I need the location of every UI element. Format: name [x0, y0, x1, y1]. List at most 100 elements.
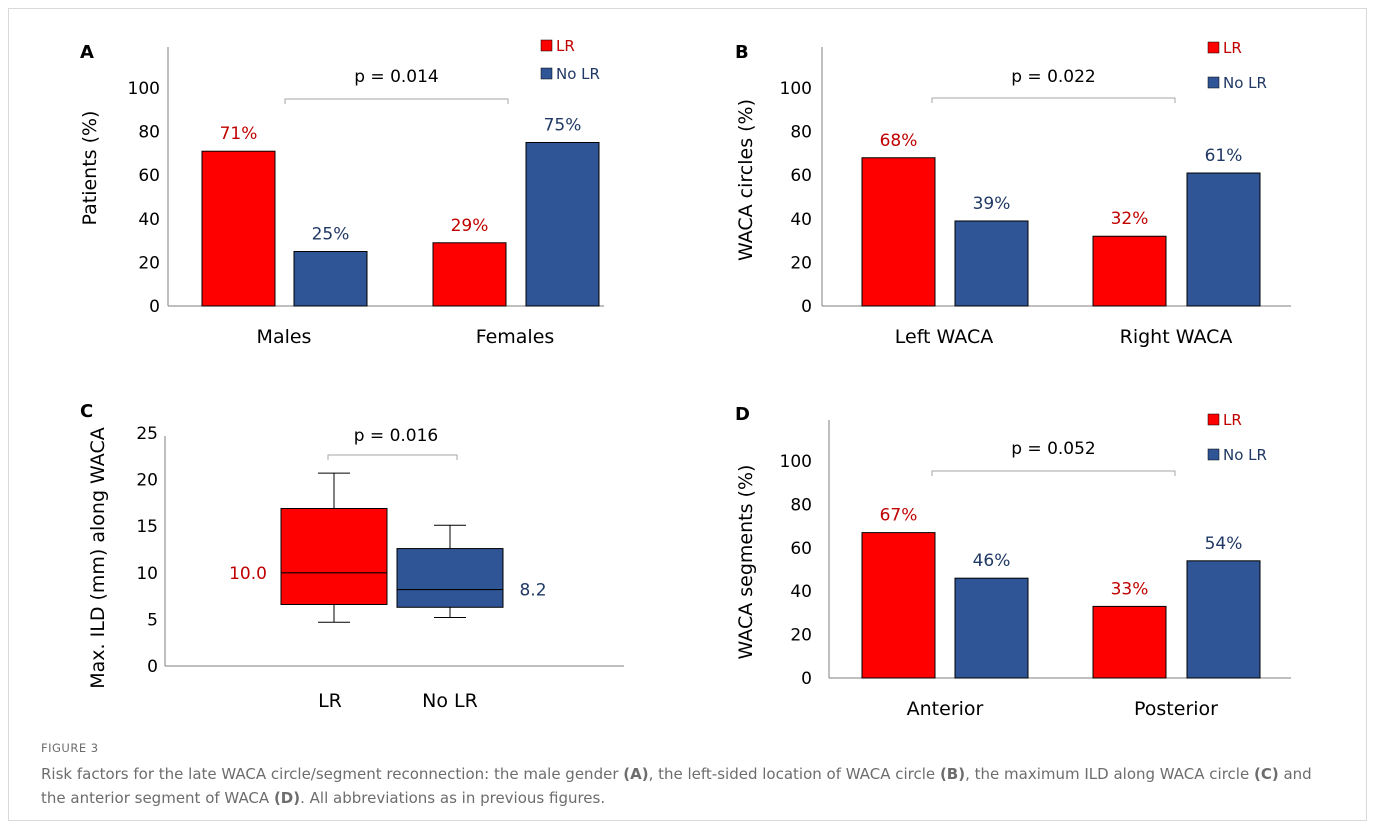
box-no-lr	[396, 548, 504, 608]
caption-ref-d: (D)	[273, 789, 301, 807]
caption-part: , the left-sided location of WACA circle	[648, 765, 940, 783]
legend-item-no-lr-label: No LR	[556, 65, 600, 83]
x-tick-label: Males	[257, 326, 312, 348]
panel-label-d: D	[735, 404, 750, 425]
bar-lr-females	[432, 242, 507, 307]
median-label-no-lr: 8.2	[519, 581, 546, 601]
y-tick-label: 0	[801, 297, 812, 317]
significance-bracket	[284, 98, 509, 104]
p-value-label: p = 0.014	[354, 67, 439, 87]
x-tick-label: LR	[318, 690, 342, 712]
data-label: 75%	[544, 116, 582, 136]
significance-bracket	[931, 470, 1176, 476]
legend-item-lr-swatch	[540, 39, 553, 52]
bar-no-lr-males	[293, 251, 368, 307]
y-tick-label: 80	[138, 123, 160, 143]
y-tick-label: 40	[790, 210, 812, 230]
data-label: 67%	[880, 506, 918, 526]
y-tick-label: 60	[138, 166, 160, 186]
y-tick-label: 0	[147, 657, 158, 677]
panel-label-b: B	[735, 42, 749, 63]
bar-lr-anterior	[861, 532, 936, 679]
legend-item-no-lr-swatch	[540, 67, 553, 80]
data-label: 61%	[1205, 146, 1243, 166]
p-value-label: p = 0.022	[1011, 67, 1096, 87]
x-tick-label: Females	[476, 326, 555, 348]
y-tick-label: 100	[780, 79, 812, 99]
bar-lr-left-waca	[861, 157, 936, 307]
y-axis-title: WACA segments (%)	[735, 465, 757, 660]
y-tick-label: 40	[790, 582, 812, 602]
y-axis-title: WACA circles (%)	[735, 99, 757, 261]
data-label: 39%	[973, 194, 1011, 214]
y-tick-label: 0	[149, 297, 160, 317]
legend-item-lr-swatch	[1207, 41, 1220, 54]
p-value-label: p = 0.052	[1011, 439, 1096, 459]
bar-no-lr-right-waca	[1186, 172, 1261, 307]
figure-frame	[8, 8, 1367, 821]
x-tick-label: Posterior	[1134, 698, 1218, 720]
data-label: 46%	[973, 551, 1011, 571]
data-label: 32%	[1111, 209, 1149, 229]
y-tick-label: 20	[136, 471, 158, 491]
bar-lr-posterior	[1092, 605, 1167, 679]
caption-ref-c: (C)	[1253, 765, 1279, 783]
data-label: 71%	[220, 124, 258, 144]
legend-item-lr-label: LR	[556, 37, 575, 55]
y-tick-label: 0	[801, 669, 812, 689]
caption-part: , the maximum ILD along WACA circle	[965, 765, 1254, 783]
bar-no-lr-females	[525, 142, 600, 307]
caption-ref-b: (B)	[939, 765, 966, 783]
caption-part: Risk factors for the late WACA circle/se…	[41, 765, 624, 783]
y-tick-label: 40	[138, 210, 160, 230]
caption-part: . All abbreviations as in previous figur…	[300, 789, 606, 807]
x-tick-label: Right WACA	[1120, 326, 1233, 348]
significance-bracket	[931, 97, 1176, 103]
bar-no-lr-anterior	[954, 577, 1029, 679]
p-value-label: p = 0.016	[354, 426, 439, 446]
y-tick-label: 20	[138, 253, 160, 273]
y-tick-label: 20	[790, 253, 812, 273]
caption-part: and the anterior segment of WACA	[41, 765, 1312, 807]
data-label: 33%	[1111, 579, 1149, 599]
y-tick-label: 60	[790, 166, 812, 186]
significance-bracket	[327, 454, 458, 460]
legend-item-no-lr-label: No LR	[1223, 74, 1267, 92]
panel-label-a: A	[80, 42, 94, 63]
legend-item-no-lr-label: No LR	[1223, 446, 1267, 464]
caption-ref-a: (A)	[623, 765, 649, 783]
data-label: 54%	[1205, 534, 1243, 554]
y-tick-label: 100	[128, 79, 160, 99]
bar-lr-right-waca	[1092, 235, 1167, 307]
x-tick-label: Left WACA	[895, 326, 993, 348]
y-tick-label: 80	[790, 123, 812, 143]
bar-no-lr-left-waca	[954, 220, 1029, 307]
y-tick-label: 5	[147, 610, 158, 630]
y-tick-label: 10	[136, 564, 158, 584]
box-lr	[280, 507, 388, 605]
y-tick-label: 25	[136, 424, 158, 444]
bar-no-lr-posterior	[1186, 560, 1261, 679]
y-tick-label: 100	[780, 452, 812, 472]
median-label-lr: 10.0	[229, 564, 267, 584]
y-axis-title: Max. ILD (mm) along WACA	[87, 427, 109, 688]
legend-item-no-lr-swatch	[1207, 76, 1220, 89]
y-axis-title: Patients (%)	[79, 111, 101, 226]
data-label: 68%	[880, 131, 918, 151]
data-label: 29%	[451, 216, 489, 236]
x-tick-label: Anterior	[907, 698, 984, 720]
y-tick-label: 20	[790, 626, 812, 646]
y-tick-label: 60	[790, 539, 812, 559]
caption-label: FIGURE 3	[41, 741, 99, 755]
legend-item-lr-label: LR	[1223, 411, 1242, 429]
legend-item-lr-label: LR	[1223, 39, 1242, 57]
legend-item-lr-swatch	[1207, 413, 1220, 426]
caption-text: Risk factors for the late WACA circle/se…	[41, 762, 1331, 810]
y-tick-label: 80	[790, 495, 812, 515]
data-label: 25%	[312, 225, 350, 245]
panel-label-c: C	[80, 401, 93, 422]
bar-lr-males	[201, 150, 276, 307]
x-tick-label: No LR	[422, 690, 478, 712]
y-tick-label: 15	[136, 517, 158, 537]
